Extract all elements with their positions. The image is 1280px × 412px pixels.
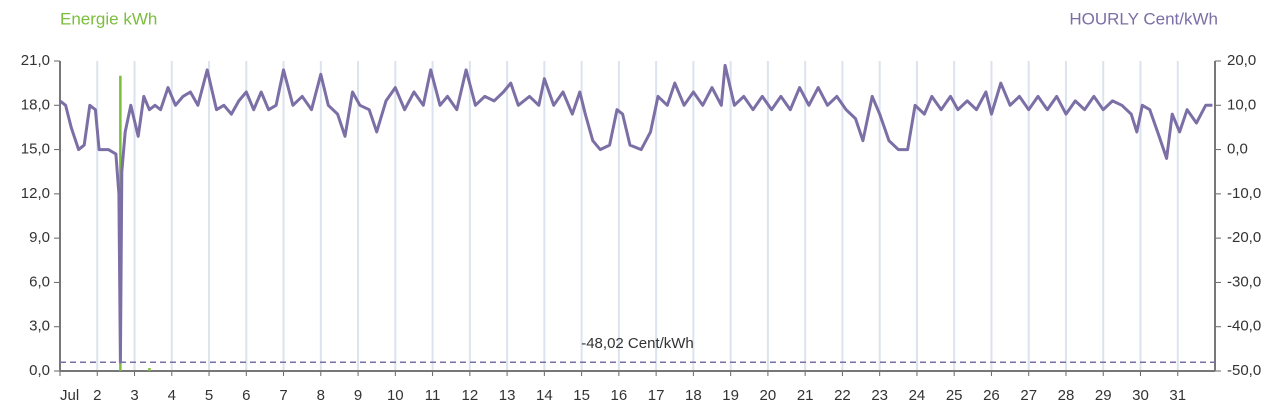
x-tick-label: 25 [946,387,963,404]
x-tick-label: 9 [354,387,362,404]
x-tick-label: 14 [536,387,553,404]
x-tick-label: 10 [387,387,404,404]
y2-axis-title: HOURLY Cent/kWh [1069,9,1218,28]
price-line [59,63,1213,364]
y2-tick-label: 0,0 [1227,141,1248,158]
x-tick-label: 11 [425,387,441,404]
y2-tick-label: -40,0 [1227,318,1261,335]
y-tick-label: 9,0 [29,229,50,246]
y-tick-label: 21,0 [21,52,50,69]
x-tick-label: 17 [648,387,665,404]
y-axis-title: Energie kWh [60,9,157,28]
x-tick-label: 29 [1095,387,1112,404]
y-tick-label: 6,0 [29,273,50,290]
x-tick-label: 3 [130,387,138,404]
x-tick-label: 22 [834,387,851,404]
x-tick-label: 12 [461,387,478,404]
y2-tick-label: -10,0 [1227,185,1261,202]
x-tick-label: 28 [1058,387,1075,404]
x-tick-label: 13 [499,387,516,404]
x-tick-label: 15 [573,387,590,404]
x-tick-label: Jul [60,387,79,404]
x-tick-label: 21 [797,387,814,404]
x-tick-label: 23 [871,387,888,404]
x-tick-label: 5 [205,387,213,404]
y2-tick-label: -20,0 [1227,229,1261,246]
annotation: -48,02 Cent/kWh [581,335,694,352]
x-tick-label: 7 [279,387,287,404]
y-tick-label: 12,0 [21,185,50,202]
x-tick-label: 20 [760,387,777,404]
x-tick-label: 24 [909,387,926,404]
x-tick-label: 18 [685,387,702,404]
y2-tick-label: -50,0 [1227,362,1261,379]
y2-tick-label: 20,0 [1227,52,1256,69]
x-tick-label: 30 [1132,387,1149,404]
y-tick-label: 18,0 [21,96,50,113]
x-tick-label: 6 [242,387,250,404]
x-tick-label: 19 [722,387,739,404]
y2-tick-label: 10,0 [1227,96,1256,113]
y-tick-label: 0,0 [29,362,50,379]
x-tick-label: 8 [317,387,325,404]
y-tick-label: 15,0 [21,141,50,158]
x-tick-label: 2 [93,387,101,404]
x-tick-label: 31 [1169,387,1186,404]
y2-tick-label: -30,0 [1227,273,1261,290]
x-tick-label: 26 [983,387,1000,404]
y-tick-label: 3,0 [29,318,50,335]
x-tick-label: 4 [168,387,176,404]
x-tick-label: 27 [1020,387,1037,404]
x-tick-label: 16 [611,387,628,404]
